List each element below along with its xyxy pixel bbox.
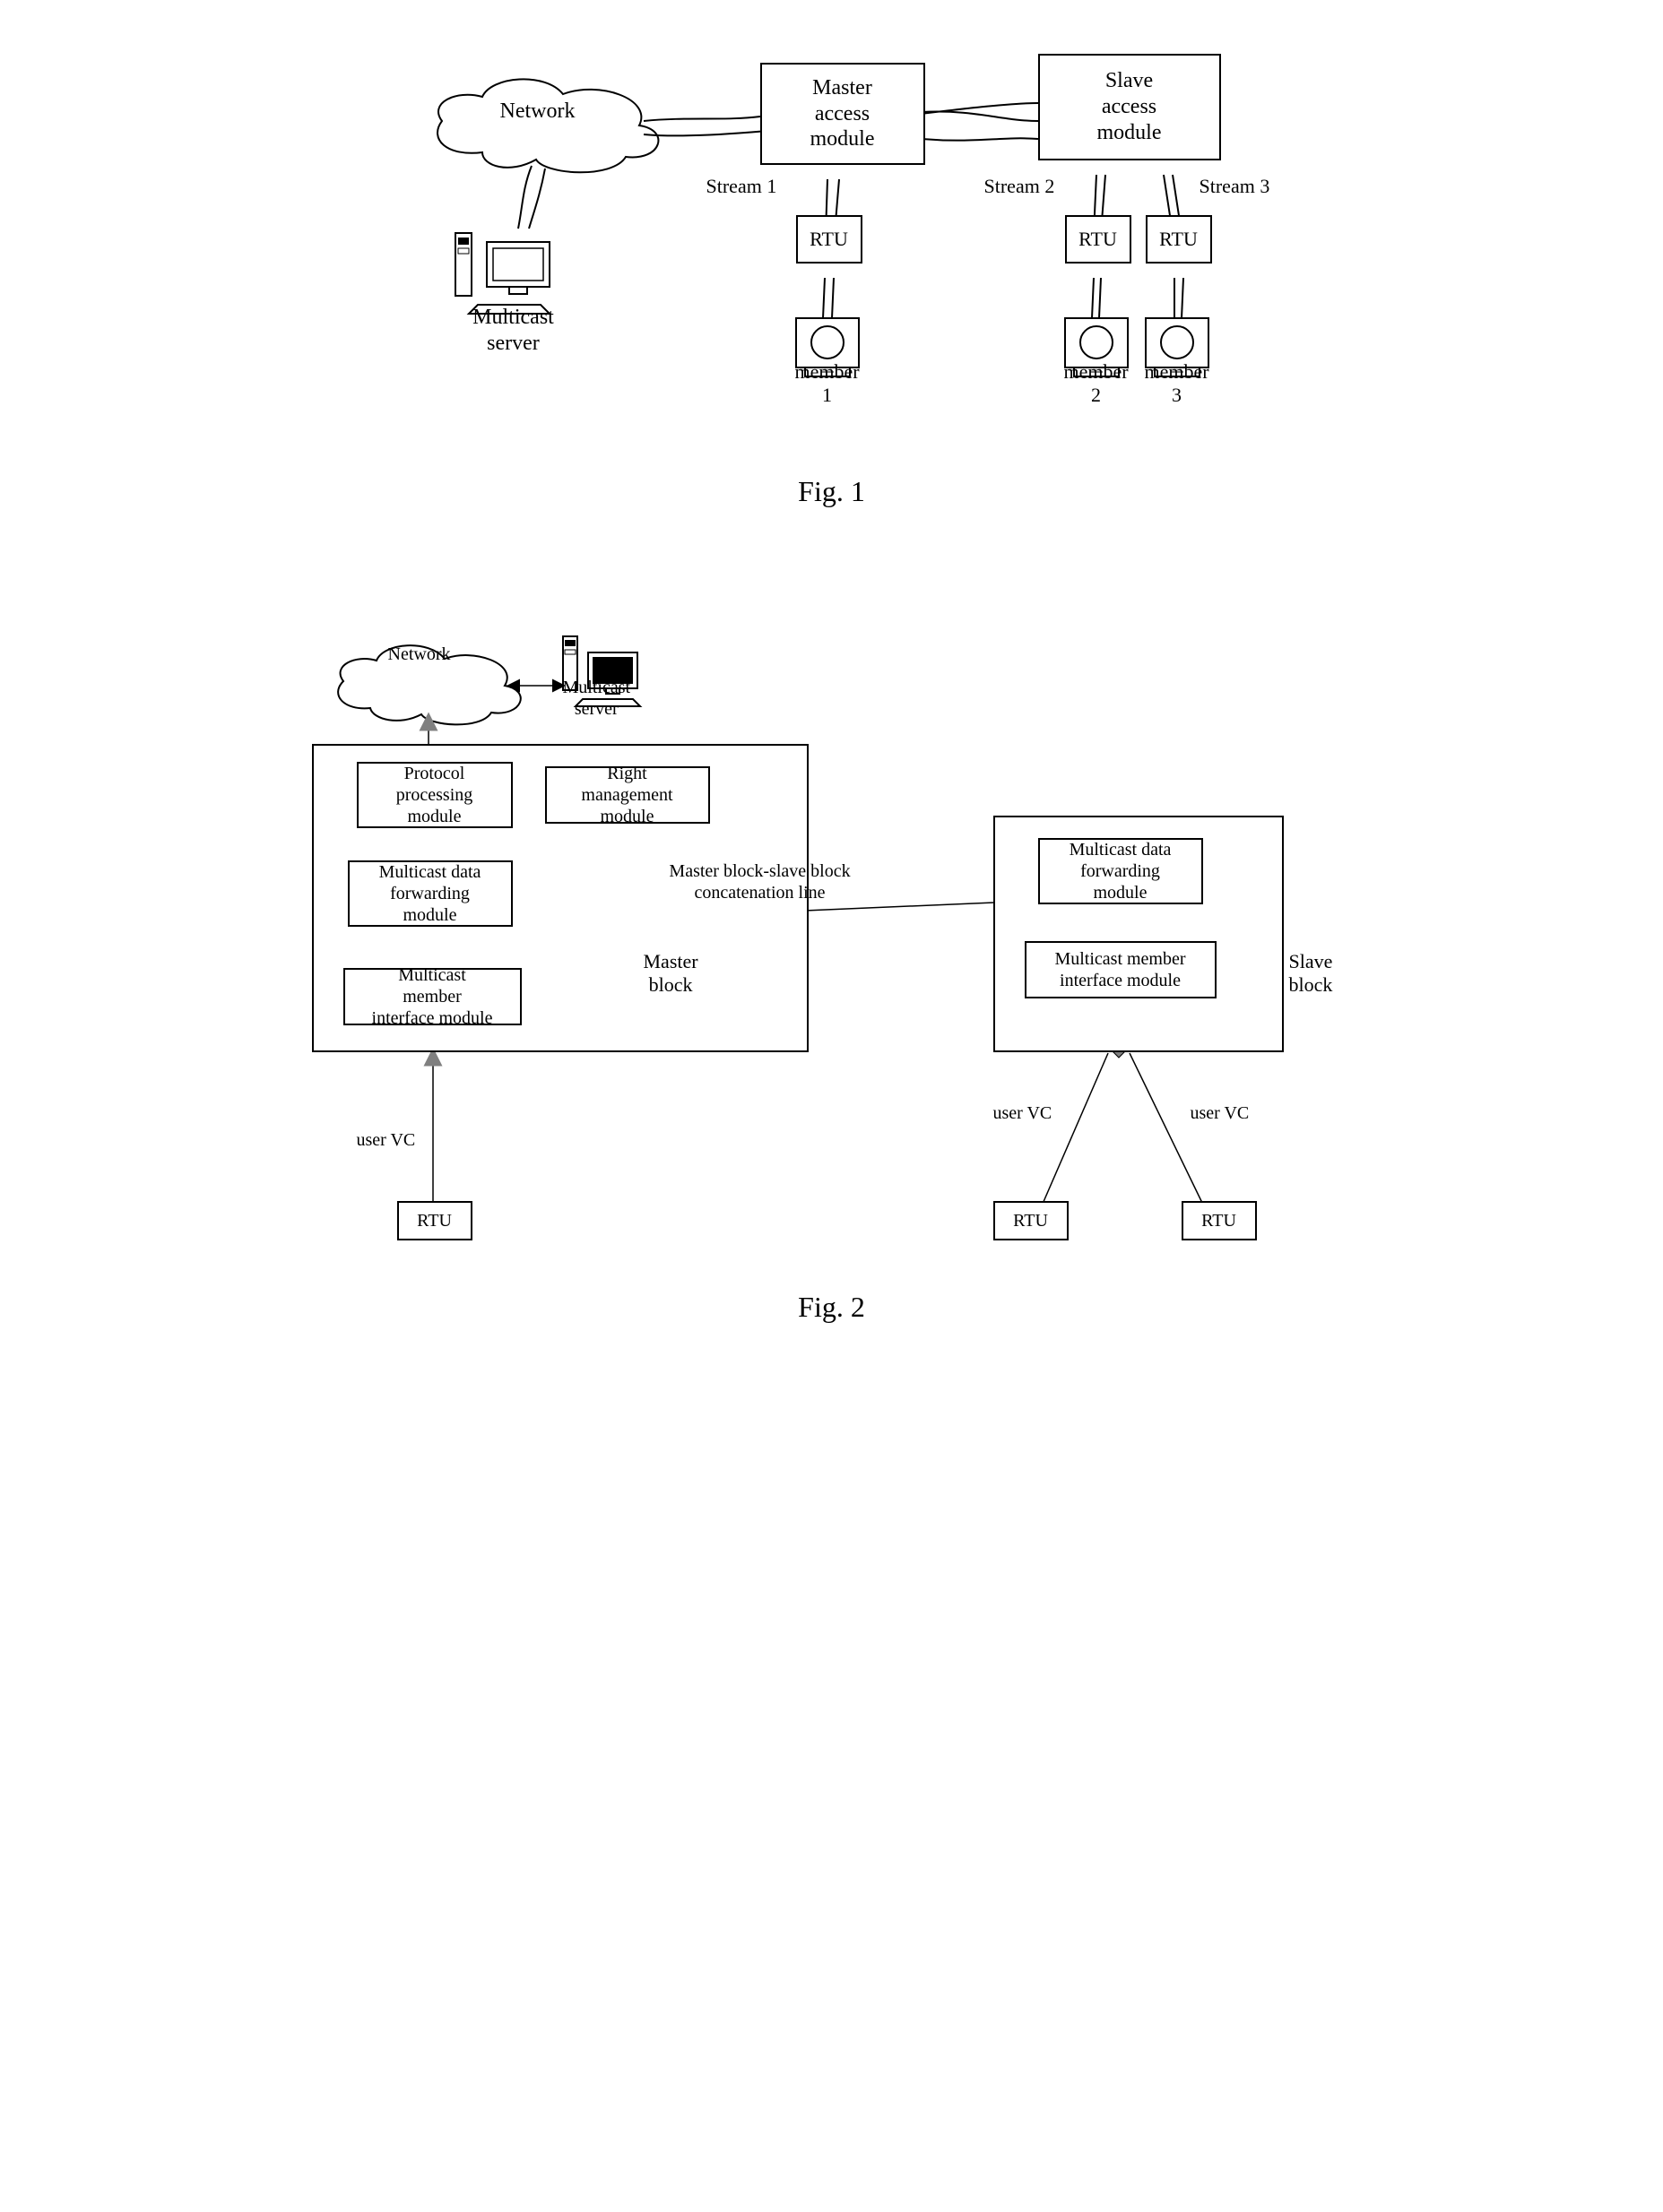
- slave-access-module-box: Slave access module: [1038, 54, 1221, 160]
- user-vc-label-1: user VC: [357, 1129, 416, 1151]
- member-2-label: member 2: [1061, 360, 1132, 408]
- rtu-box-c: RTU: [1182, 1201, 1257, 1240]
- master-forward-label: Multicast data forwarding module: [379, 861, 481, 926]
- rtu-box-1: RTU: [796, 215, 862, 264]
- rtu-c-label: RTU: [1201, 1210, 1236, 1231]
- rtu-a-label: RTU: [417, 1210, 452, 1231]
- master-access-module-box: Master access module: [760, 63, 925, 165]
- multicast-server-label: Multicast server: [455, 305, 572, 357]
- slave-forward-label: Multicast data forwarding module: [1070, 839, 1172, 903]
- slave-member-box: Multicast member interface module: [1025, 941, 1217, 998]
- stream-2-label: Stream 2: [984, 175, 1055, 198]
- member-1-label: member 1: [792, 360, 863, 408]
- stream-1-label: Stream 1: [706, 175, 777, 198]
- rtu-box-b: RTU: [993, 1201, 1069, 1240]
- multicast-server-label-2: Multicast server: [563, 677, 631, 720]
- figure-2: Network Multicast server Master block Pr…: [249, 592, 1415, 1335]
- user-vc-label-3: user VC: [1191, 1102, 1250, 1124]
- rtu-2-label: RTU: [1078, 228, 1117, 251]
- slave-block-label: Slave block: [1289, 950, 1333, 998]
- slave-member-label: Multicast member interface module: [1054, 948, 1185, 991]
- master-forward-box: Multicast data forwarding module: [348, 860, 513, 927]
- concat-line-label: Master block-slave block concatenation l…: [626, 860, 895, 903]
- rtu-box-a: RTU: [397, 1201, 472, 1240]
- master-access-label: Master access module: [810, 75, 875, 152]
- network-label-2: Network: [388, 644, 451, 665]
- right-management-box: Right management module: [545, 766, 710, 824]
- fig1-caption: Fig. 1: [294, 475, 1370, 508]
- master-member-box: Multicast member interface module: [343, 968, 522, 1025]
- rtu-box-3: RTU: [1146, 215, 1212, 264]
- member-3-label: member 3: [1141, 360, 1213, 408]
- rtu-1-label: RTU: [810, 228, 848, 251]
- user-vc-label-2: user VC: [993, 1102, 1052, 1124]
- fig2-caption: Fig. 2: [249, 1291, 1415, 1324]
- rtu-b-label: RTU: [1013, 1210, 1048, 1231]
- figure-1: Network Master access module Slave acces…: [294, 36, 1370, 538]
- multicast-server-icon: [455, 233, 550, 314]
- network-cloud: [437, 79, 658, 172]
- rtu-box-2: RTU: [1065, 215, 1131, 264]
- stream-3-label: Stream 3: [1200, 175, 1270, 198]
- right-label: Right management module: [581, 763, 672, 827]
- slave-forward-box: Multicast data forwarding module: [1038, 838, 1203, 904]
- protocol-processing-box: Protocol processing module: [357, 762, 513, 828]
- slave-access-label: Slave access module: [1097, 68, 1162, 145]
- protocol-label: Protocol processing module: [396, 763, 473, 827]
- network-label: Network: [500, 99, 576, 125]
- master-member-label: Multicast member interface module: [372, 964, 493, 1029]
- master-block-label: Master block: [644, 950, 698, 998]
- rtu-3-label: RTU: [1159, 228, 1198, 251]
